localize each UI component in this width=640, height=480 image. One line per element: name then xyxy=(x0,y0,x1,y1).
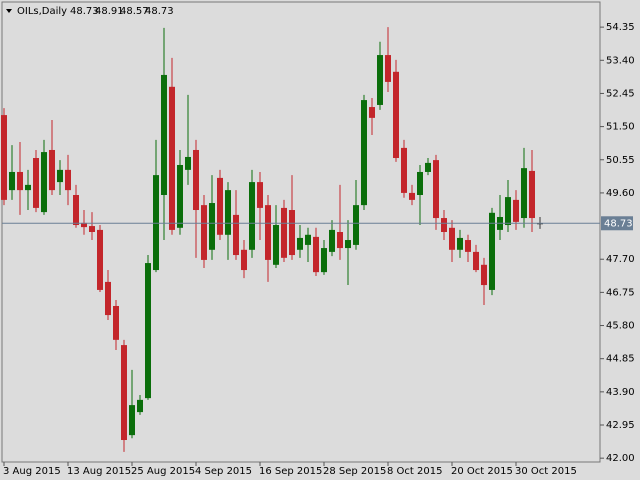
x-tick-label: 25 Aug 2015 xyxy=(131,466,195,477)
candle-body xyxy=(217,177,223,235)
candle-body xyxy=(441,218,447,232)
candle-body xyxy=(137,399,143,413)
candle-body xyxy=(329,229,335,252)
candle-body xyxy=(129,405,135,436)
candle-body xyxy=(505,197,511,226)
x-tick-label: 16 Sep 2015 xyxy=(259,466,322,477)
candle-body xyxy=(273,225,279,265)
candle-body xyxy=(289,210,295,256)
candle-body xyxy=(65,169,71,191)
candle-body xyxy=(369,107,375,118)
x-tick-label: 28 Sep 2015 xyxy=(323,466,386,477)
candle-body xyxy=(353,205,359,245)
header-close: 48.73 xyxy=(145,6,174,17)
header: OILs,Daily 48.73 48.91 48.57 48.73 xyxy=(6,6,174,17)
x-tick-label: 13 Aug 2015 xyxy=(67,466,131,477)
candle-body xyxy=(113,305,119,340)
candle-body xyxy=(409,192,415,200)
candle-body xyxy=(57,169,63,183)
candle-body xyxy=(89,226,95,232)
candle-body xyxy=(185,156,191,170)
candle-body xyxy=(361,100,367,206)
current-price-label: 48.73 xyxy=(604,218,633,229)
candle-body xyxy=(105,281,111,316)
header-high: 48.91 xyxy=(95,6,124,17)
y-tick-label: 53.40 xyxy=(606,55,635,66)
candle-body xyxy=(425,162,431,172)
candle-body xyxy=(201,205,207,260)
header-arrow xyxy=(6,9,12,13)
candle-body xyxy=(513,199,519,222)
candle-body xyxy=(433,160,439,219)
x-tick-label: 3 Aug 2015 xyxy=(3,466,61,477)
candle-body xyxy=(489,212,495,290)
candle-body xyxy=(449,227,455,250)
candle-body xyxy=(169,86,175,230)
candle-body xyxy=(345,240,351,249)
candle-body xyxy=(145,263,151,399)
candle-body xyxy=(97,229,103,290)
candle-body xyxy=(265,205,271,260)
y-tick-label: 42.95 xyxy=(606,420,635,431)
candle-body xyxy=(177,164,183,228)
candle-body xyxy=(305,234,311,245)
candle-body xyxy=(73,195,79,226)
candle-body xyxy=(161,74,167,196)
symbol: OILs,Daily xyxy=(17,6,67,17)
candle-body xyxy=(417,171,423,196)
y-tick-label: 52.45 xyxy=(606,88,635,99)
x-tick-label: 8 Oct 2015 xyxy=(387,466,442,477)
candle-body xyxy=(49,149,55,191)
candle-body xyxy=(241,249,247,271)
candle-body xyxy=(297,237,303,250)
candle-body xyxy=(257,182,263,208)
candle-body xyxy=(225,190,231,235)
candle-body xyxy=(193,149,199,211)
header-open: 48.73 xyxy=(70,6,99,17)
candle-body xyxy=(153,175,159,271)
candle-body xyxy=(17,171,23,191)
candle-body xyxy=(473,251,479,271)
x-tick-label: 20 Oct 2015 xyxy=(451,466,513,477)
candle-body xyxy=(281,207,287,258)
candle-body xyxy=(465,240,471,252)
candle-body xyxy=(1,115,7,200)
header-low: 48.57 xyxy=(120,6,149,17)
candle-body xyxy=(41,152,47,213)
y-tick-label: 50.55 xyxy=(606,155,635,166)
candle-body xyxy=(401,147,407,193)
y-tick-label: 45.80 xyxy=(606,321,635,332)
candle-body xyxy=(33,158,39,208)
x-tick-label: 4 Sep 2015 xyxy=(195,466,252,477)
y-tick-label: 46.75 xyxy=(606,287,635,298)
y-tick-label: 42.00 xyxy=(606,453,635,464)
candle-body xyxy=(321,248,327,273)
y-tick-label: 43.90 xyxy=(606,387,635,398)
x-tick-label: 30 Oct 2015 xyxy=(515,466,577,477)
candle-body xyxy=(481,264,487,286)
candle-body xyxy=(233,214,239,256)
candle-body xyxy=(337,232,343,249)
y-tick-label: 44.85 xyxy=(606,354,635,365)
candle-body xyxy=(385,55,391,82)
candle-body xyxy=(521,168,527,219)
candle-body xyxy=(249,182,255,250)
candle-body xyxy=(25,184,31,191)
candle-body xyxy=(529,170,535,219)
candle-body xyxy=(9,171,15,191)
candle-body xyxy=(313,236,319,273)
y-tick-label: 49.60 xyxy=(606,188,635,199)
candle-body xyxy=(81,222,87,228)
y-tick-label: 54.35 xyxy=(606,22,635,33)
candle-body xyxy=(457,237,463,250)
candle-body xyxy=(393,71,399,159)
y-tick-label: 47.70 xyxy=(606,254,635,265)
y-tick-label: 51.50 xyxy=(606,122,635,133)
current-price-box xyxy=(601,216,633,231)
candle-body xyxy=(209,203,215,250)
candle-body xyxy=(121,345,127,441)
candle-body xyxy=(377,55,383,105)
